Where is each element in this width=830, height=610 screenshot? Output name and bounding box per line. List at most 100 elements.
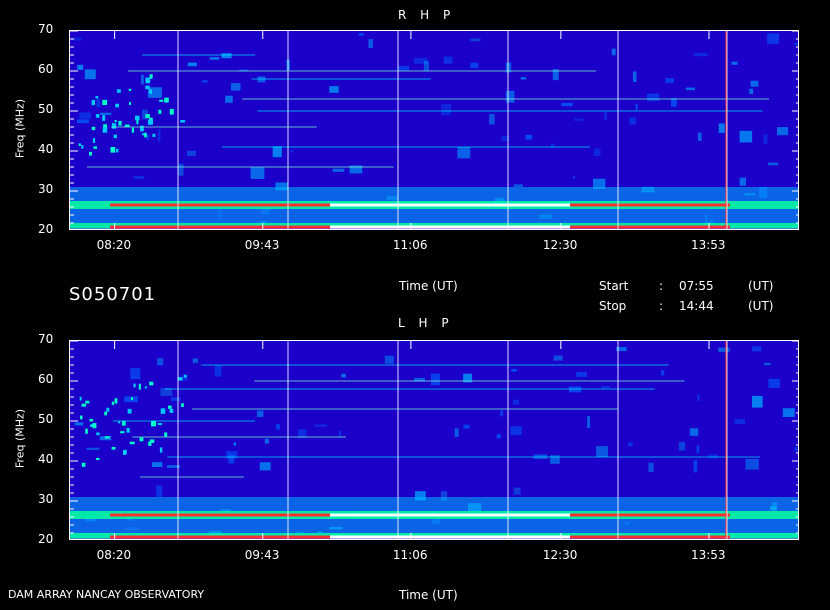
- start-label: Start: [599, 279, 629, 293]
- x-tick-label: 12:30: [542, 548, 578, 562]
- x-tick-label: 08:20: [96, 548, 132, 562]
- noise-patch: [225, 451, 238, 459]
- noise-patch: [74, 422, 84, 426]
- burst-mark: [93, 146, 97, 149]
- burst-mark: [114, 119, 117, 122]
- stop-separator: :: [659, 299, 664, 313]
- burst-mark: [79, 396, 82, 401]
- noise-patch: [414, 57, 427, 64]
- burst-mark: [111, 446, 116, 450]
- bottom-spectrogram-svg: [70, 341, 798, 539]
- noise-patch: [550, 143, 555, 148]
- noise-patch: [147, 87, 162, 98]
- noise-patch: [463, 424, 470, 429]
- burst-mark: [181, 403, 184, 407]
- burst-mark: [131, 397, 134, 401]
- noise-patch: [782, 408, 795, 418]
- burst-mark: [159, 447, 163, 453]
- y-tick-label: 50: [38, 102, 54, 116]
- noise-patch: [259, 462, 271, 471]
- burst-mark: [148, 441, 152, 446]
- noise-patch: [457, 146, 471, 159]
- y-tick-label: 70: [38, 332, 54, 346]
- noise-patch: [146, 134, 150, 140]
- noise-patch: [463, 373, 473, 383]
- emission-band-peak: [330, 513, 570, 517]
- burst-mark: [102, 115, 106, 121]
- noise-patch: [275, 182, 289, 191]
- noise-patch: [239, 69, 249, 72]
- burst-mark: [126, 427, 130, 433]
- noise-patch: [100, 112, 112, 115]
- burst-mark: [144, 132, 147, 138]
- y-tick-label: 70: [38, 22, 54, 36]
- noise-patch: [646, 93, 660, 102]
- noise-patch: [470, 62, 479, 69]
- burst-mark: [128, 88, 132, 91]
- burst-mark: [131, 127, 134, 133]
- noise-patch: [182, 374, 188, 381]
- noise-patch: [384, 355, 394, 364]
- noise-patch: [96, 98, 101, 108]
- bottom-y-axis-label: Freq (MHz): [13, 408, 27, 469]
- noise-patch: [513, 184, 523, 187]
- noise-patch: [794, 42, 798, 46]
- burst-mark: [122, 420, 126, 426]
- burst-mark: [160, 408, 166, 414]
- burst-mark: [103, 124, 108, 129]
- noise-patch: [600, 385, 610, 389]
- noise-patch: [77, 64, 84, 70]
- noise-patch: [561, 102, 573, 107]
- burst-mark: [149, 117, 153, 120]
- noise-patch: [152, 462, 163, 467]
- burst-mark: [118, 120, 122, 126]
- noise-patch: [454, 428, 459, 437]
- stop-unit: (UT): [748, 299, 774, 313]
- burst-mark: [120, 431, 125, 434]
- x-tick-label: 12:30: [542, 238, 578, 252]
- burst-mark: [151, 420, 157, 427]
- noise-patch: [332, 168, 345, 172]
- burst-mark: [81, 403, 86, 407]
- noise-patch: [665, 78, 674, 83]
- y-tick-label: 60: [38, 372, 54, 386]
- y-tick-label: 20: [38, 222, 54, 236]
- noise-patch: [751, 395, 763, 408]
- noise-patch: [341, 373, 346, 378]
- noise-patch: [752, 346, 762, 352]
- noise-patch: [611, 48, 616, 56]
- burst-mark: [183, 374, 187, 378]
- noise-patch: [550, 455, 560, 464]
- noise-patch: [338, 430, 342, 437]
- noise-patch: [500, 410, 504, 417]
- burst-mark: [104, 411, 108, 416]
- stop-time: 14:44: [679, 299, 714, 313]
- noise-patch: [187, 62, 197, 67]
- burst-mark: [152, 133, 156, 137]
- noise-patch: [697, 394, 700, 401]
- baseline-band: [70, 228, 798, 229]
- noise-patch: [574, 118, 585, 121]
- noise-patch: [413, 377, 426, 382]
- noise-patch: [290, 149, 294, 153]
- burst-mark: [111, 401, 115, 405]
- noise-patch: [250, 167, 265, 179]
- burst-mark: [129, 441, 135, 445]
- burst-mark: [91, 424, 95, 427]
- burst-mark: [96, 432, 100, 436]
- burst-mark: [115, 103, 120, 108]
- burst-mark: [164, 432, 168, 437]
- burst-mark: [95, 114, 100, 118]
- x-tick-label: 09:43: [244, 548, 280, 562]
- noise-patch: [660, 370, 665, 376]
- noise-patch: [596, 446, 609, 458]
- x-tick-label: 13:53: [690, 238, 726, 252]
- top-y-axis-label: Freq (MHz): [13, 98, 27, 159]
- start-unit: (UT): [748, 279, 774, 293]
- y-tick-label: 40: [38, 452, 54, 466]
- burst-mark: [104, 436, 110, 439]
- noise-patch: [616, 346, 627, 352]
- emission-band-peak: [330, 535, 570, 539]
- stop-label: Stop: [599, 299, 627, 313]
- burst-mark: [180, 120, 186, 123]
